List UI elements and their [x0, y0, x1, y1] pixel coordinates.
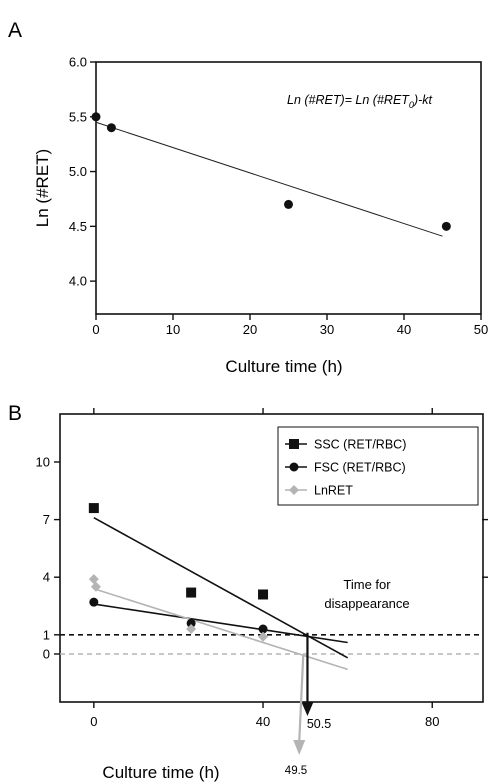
equation-subscript: 0 — [409, 100, 414, 110]
panel-b-arrows — [293, 632, 314, 755]
panel-b-data-point — [89, 597, 99, 607]
panel-a-fit-line — [95, 121, 443, 237]
panel-b-x-tick-label: 0 — [90, 714, 97, 729]
panel-b-data-point — [258, 631, 269, 642]
legend-box — [277, 426, 479, 506]
panel-b-y-tick-label: 10 — [36, 455, 50, 470]
panel-a-y-tick-label: 5.0 — [69, 164, 87, 179]
panel-a-data-point — [441, 221, 451, 231]
panel-a-y-tick-label: 5.5 — [69, 109, 87, 124]
panel-a-x-axis-label: Culture time (h) — [225, 357, 342, 376]
panel-b-legend: SSC (RET/RBC) FSC (RET/RBC) LnRET — [277, 426, 479, 506]
panel-a-y-tick-label: 6.0 — [69, 55, 87, 70]
panel-b-x-tick-label: 40 — [256, 714, 270, 729]
panel-b-data-point — [186, 618, 196, 628]
panel-b-data-point — [258, 624, 268, 634]
panel-letter-b: B — [8, 402, 22, 425]
panel-b-y-tick-label: 0 — [43, 647, 50, 662]
panel-a-data-layer — [91, 112, 451, 237]
panel-a-x-tick-label: 20 — [243, 322, 257, 337]
legend-label: FSC (RET/RBC) — [314, 461, 406, 475]
legend-label: LnRET — [314, 484, 353, 498]
legend-marker — [289, 485, 299, 495]
panel-letter-a: A — [8, 19, 22, 42]
panel-b-fit-line — [93, 587, 348, 671]
panel-a-data-point — [284, 199, 293, 209]
panel-b-data-layer — [88, 503, 349, 671]
panel-a-data-point — [91, 112, 101, 122]
panel-b-y-tick-label: 4 — [43, 570, 50, 585]
panel-b-data-point — [90, 581, 101, 592]
arrow-shaft-gray — [298, 655, 305, 743]
panel-a-y-axis: 4.0 4.5 5.0 5.5 6.0 — [69, 55, 96, 289]
panel-b-x-tick-label: 80 — [425, 714, 439, 729]
panel-b-fit-line — [93, 516, 349, 659]
panel-a-data-point — [106, 123, 116, 133]
panel-a-x-tick-label: 40 — [397, 322, 411, 337]
panel-a-equation: Ln (#RET)= Ln (#RET0)-kt — [287, 93, 433, 110]
equation-main: Ln (#RET)= Ln (#RET — [287, 93, 410, 107]
panel-b-y-tick-label: 7 — [43, 512, 50, 527]
arrow-head-black — [301, 702, 314, 716]
panel-a-x-tick-label: 0 — [92, 322, 99, 337]
panel-a-x-axis: 0 10 20 30 40 50 — [92, 314, 488, 337]
equation-tail: )-kt — [412, 93, 433, 107]
legend-marker — [289, 462, 299, 472]
panel-b-arrow-label-gray: 49.5 — [285, 765, 307, 777]
panel-b-data-point — [186, 587, 197, 598]
panel-b-data-point — [88, 503, 99, 514]
panel-b-x-axis-label: Culture time (h) — [102, 763, 219, 782]
panel-b-plot-frame — [59, 413, 484, 703]
panel-b-reference-lines — [60, 633, 483, 655]
panel-a-x-tick-label: 10 — [166, 322, 180, 337]
panel-a-x-tick-label: 50 — [474, 322, 488, 337]
panel-b-fit-line — [93, 603, 348, 644]
panel-b-arrow-label-black: 50.5 — [307, 717, 331, 731]
panel-a-plot-frame — [95, 61, 482, 315]
panel-a-y-tick-label: 4.0 — [69, 274, 87, 289]
panel-b-data-point — [258, 589, 269, 600]
panel-a-x-tick-label: 30 — [320, 322, 334, 337]
panel-b-annotation-line1: Time for — [343, 577, 391, 592]
panel-b-x-axis: 0 40 80 — [90, 408, 439, 729]
arrow-head-gray — [293, 740, 306, 755]
panel-b-y-tick-label: 1 — [43, 627, 50, 642]
panel-b-data-point — [186, 624, 197, 635]
panel-b-y-axis: 0 1 4 7 10 — [36, 455, 488, 662]
panel-a-y-tick-label: 4.5 — [69, 219, 87, 234]
panel-b-data-point — [88, 574, 99, 585]
panel-a-y-axis-label: Ln (#RET) — [33, 149, 52, 227]
legend-label: SSC (RET/RBC) — [314, 438, 406, 452]
panel-b-annotation-line2: disappearance — [324, 596, 409, 611]
legend-marker — [289, 439, 299, 449]
